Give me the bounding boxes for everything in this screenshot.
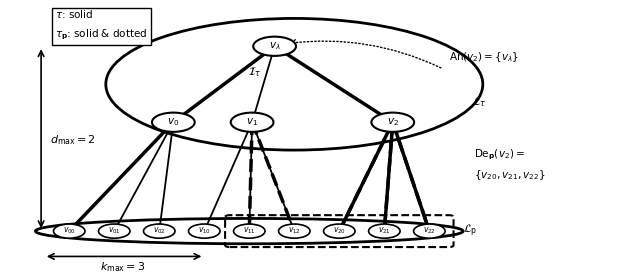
Circle shape	[279, 224, 310, 238]
Text: $v_\lambda$: $v_\lambda$	[269, 40, 281, 52]
Text: $v_{22}$: $v_{22}$	[423, 226, 436, 236]
Circle shape	[53, 224, 85, 238]
Text: $v_{21}$: $v_{21}$	[378, 226, 391, 236]
Circle shape	[253, 37, 296, 56]
Circle shape	[414, 224, 445, 238]
Circle shape	[234, 224, 265, 238]
Text: $v_0$: $v_0$	[167, 116, 180, 128]
Text: $d_{\max}=2$: $d_{\max}=2$	[50, 133, 95, 147]
Text: $\{v_{20}, v_{21}, v_{22}\}$: $\{v_{20}, v_{21}, v_{22}\}$	[474, 169, 546, 182]
Circle shape	[230, 113, 273, 132]
Text: $k_{\max}=3$: $k_{\max}=3$	[100, 260, 146, 274]
Text: $v_{20}$: $v_{20}$	[333, 226, 346, 236]
Text: $\mathcal{I}_\tau$: $\mathcal{I}_\tau$	[248, 65, 261, 79]
Text: $v_{01}$: $v_{01}$	[108, 226, 121, 236]
Circle shape	[144, 224, 175, 238]
Circle shape	[152, 113, 195, 132]
Text: $\mathrm{De}_{\mathbf{p}}(v_2) =$: $\mathrm{De}_{\mathbf{p}}(v_2) =$	[474, 148, 525, 162]
Text: $\mathcal{L}_\tau$: $\mathcal{L}_\tau$	[472, 95, 486, 109]
Text: $v_{02}$: $v_{02}$	[153, 226, 166, 236]
Text: $v_{11}$: $v_{11}$	[243, 226, 256, 236]
Text: $\tau$: solid
$\tau_{\mathbf{p}}$: solid & dotted: $\tau$: solid $\tau_{\mathbf{p}}$: solid…	[55, 8, 148, 43]
Text: $\mathcal{L}_\mathrm{p}$: $\mathcal{L}_\mathrm{p}$	[463, 223, 477, 239]
Circle shape	[371, 113, 414, 132]
Circle shape	[99, 224, 130, 238]
Circle shape	[323, 224, 355, 238]
Text: $v_1$: $v_1$	[246, 116, 258, 128]
Text: $v_{00}$: $v_{00}$	[63, 226, 76, 236]
Circle shape	[369, 224, 400, 238]
Circle shape	[188, 224, 220, 238]
Text: $v_{10}$: $v_{10}$	[198, 226, 211, 236]
Text: $\mathrm{An}(v_2) = \{v_\lambda\}$: $\mathrm{An}(v_2) = \{v_\lambda\}$	[449, 50, 519, 64]
Text: $v_2$: $v_2$	[387, 116, 399, 128]
Text: $v_{12}$: $v_{12}$	[288, 226, 301, 236]
